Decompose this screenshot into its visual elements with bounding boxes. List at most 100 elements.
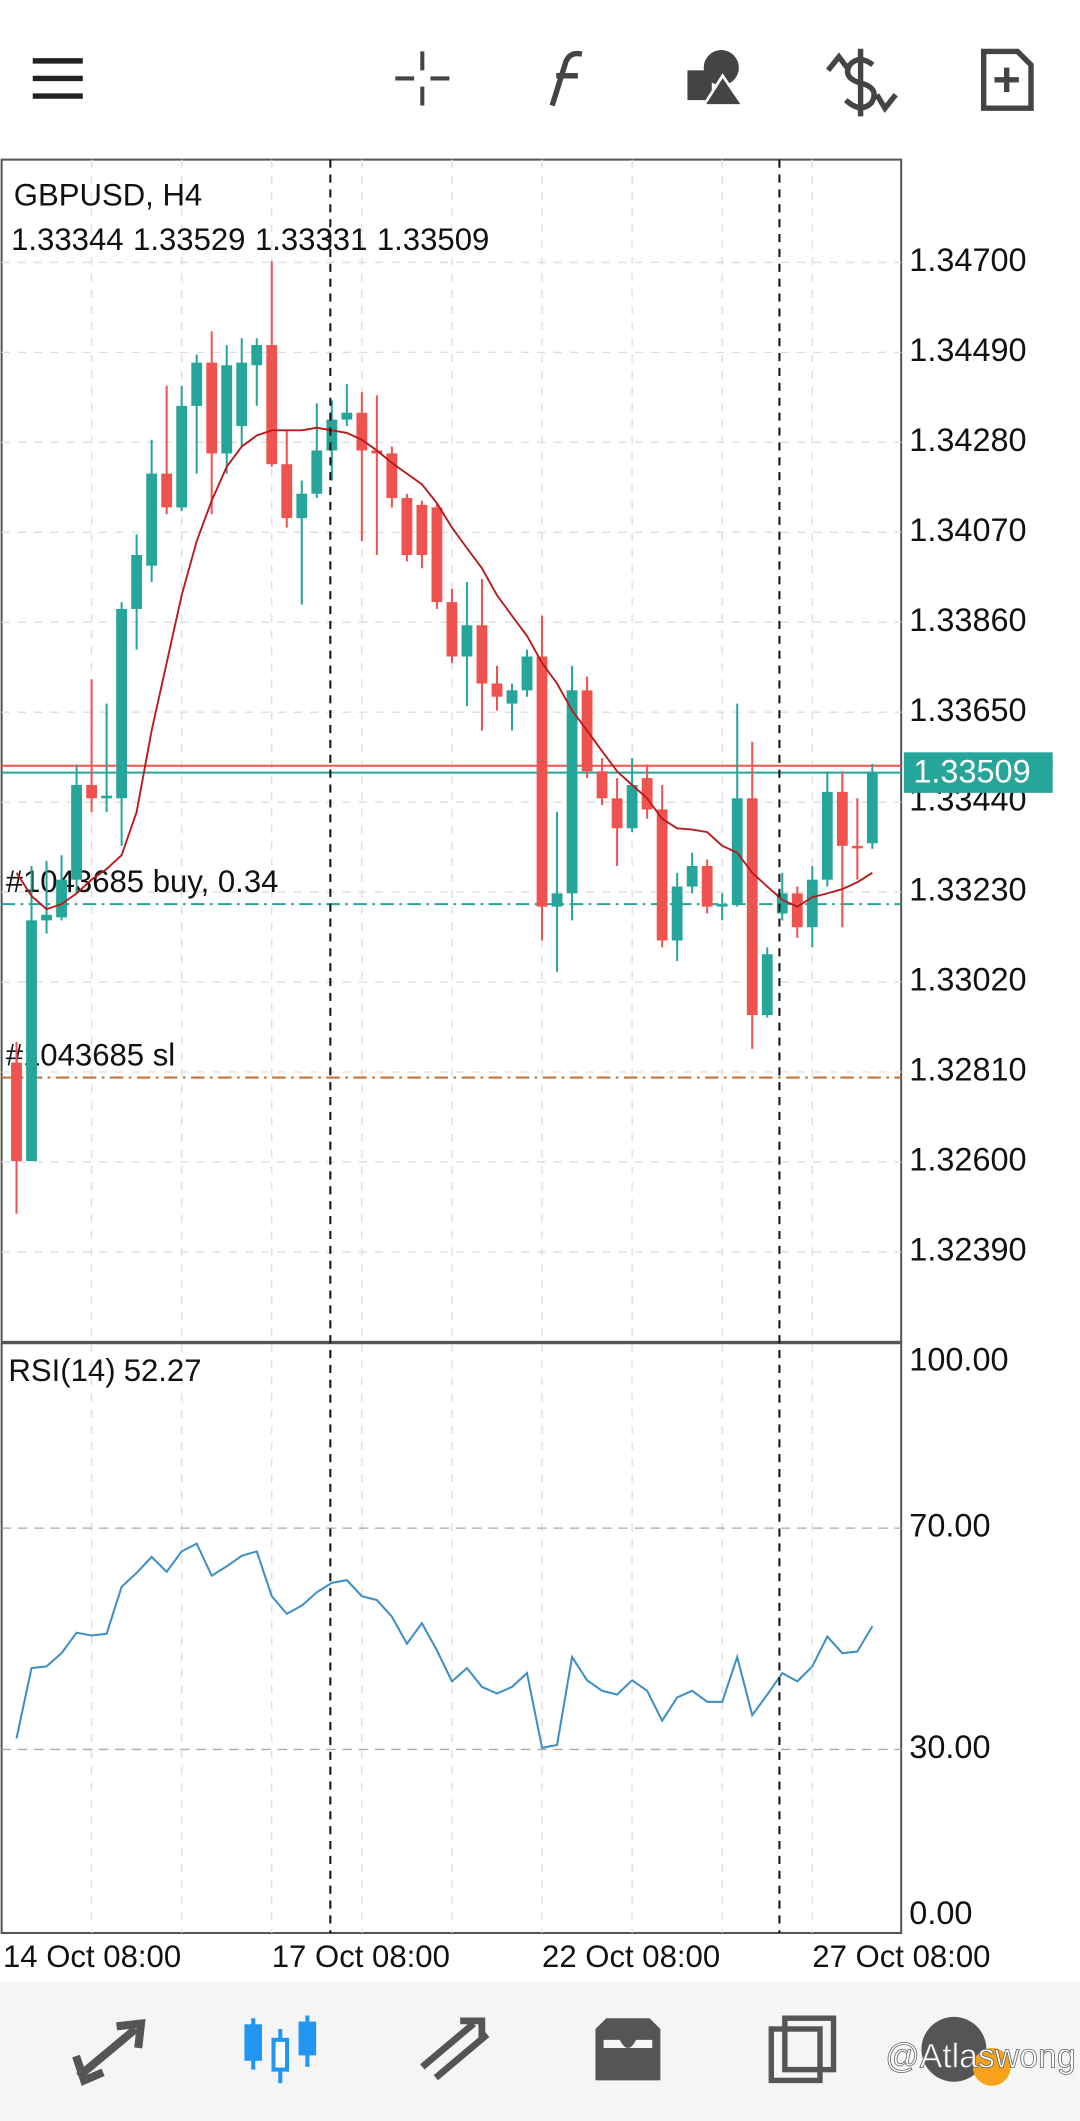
y-tick-label: 1.32600 <box>909 1142 1026 1178</box>
candle-body <box>641 778 653 810</box>
y-tick-label: 1.32390 <box>909 1231 1026 1267</box>
chat-tab[interactable] <box>921 2016 1011 2086</box>
crosshair-button[interactable] <box>395 51 450 106</box>
candle-body <box>686 865 698 887</box>
y-tick-label: 1.33860 <box>909 602 1026 638</box>
candle-body <box>356 412 368 451</box>
chart-layer: 1.34700 1.34490 1.34280 1.34070 1.33860 1.336… <box>1 159 1053 1974</box>
candle-body <box>311 450 323 494</box>
candle-body <box>761 954 773 1016</box>
objects-button[interactable] <box>687 50 746 107</box>
y-tick-label: 70.00 <box>909 1508 990 1544</box>
rsi-line <box>15 1542 874 1749</box>
candle-body <box>611 798 623 829</box>
y-tick-label: 1.33020 <box>909 962 1026 998</box>
trade-tab[interactable] <box>420 2017 490 2081</box>
candle-body <box>161 473 173 508</box>
symbol-label: GBPUSD, H4 <box>14 178 202 213</box>
candle-body <box>746 798 758 1016</box>
candle-body <box>476 625 488 684</box>
chart-tab[interactable] <box>244 2015 317 2084</box>
candle-body <box>731 798 743 905</box>
candle-body <box>836 791 848 846</box>
candle-body <box>26 920 37 1162</box>
low-value: 1.33331 <box>255 222 367 257</box>
price-tag <box>903 752 1053 793</box>
y-tick-label: 1.34070 <box>909 512 1026 548</box>
candle-body <box>821 791 833 880</box>
candle-body <box>236 362 248 427</box>
candle-body <box>431 507 443 603</box>
moving-average <box>15 426 873 911</box>
bottom-nav <box>0 1981 1080 2121</box>
candle-body <box>716 904 728 907</box>
candle-body <box>41 914 52 921</box>
candle-body <box>116 608 128 799</box>
y-tick-label: 1.33230 <box>909 872 1026 908</box>
y-tick-label: 1.34490 <box>909 332 1026 368</box>
candle-body <box>251 345 263 366</box>
candle-body <box>416 504 428 555</box>
quotes-tab[interactable] <box>72 2019 146 2086</box>
candle-body <box>56 879 67 918</box>
candle-body <box>596 771 608 799</box>
candle-body <box>701 865 713 907</box>
candle-body <box>371 450 383 454</box>
candle-body <box>11 1062 22 1162</box>
ohlc-label: 1.33344 1.33529 1.33331 1.33509 <box>11 222 489 257</box>
candle-body <box>446 602 458 657</box>
new-order-button[interactable] <box>980 48 1034 111</box>
high-value: 1.33529 <box>133 222 245 257</box>
journal-tab[interactable] <box>768 2015 837 2084</box>
x-tick-label: 17 Oct 08:00 <box>272 1939 450 1974</box>
candle-body <box>206 362 218 454</box>
candle-body <box>266 345 278 465</box>
x-tick-label: 22 Oct 08:00 <box>542 1939 720 1974</box>
candle-body <box>851 845 863 849</box>
candle-body <box>626 785 638 829</box>
candle-body <box>506 690 518 704</box>
y-tick-label: 1.34280 <box>909 422 1026 458</box>
candle-body <box>341 412 353 420</box>
y-tick-label: 30.00 <box>909 1729 990 1765</box>
menu-button[interactable] <box>32 58 83 99</box>
candle-body <box>461 625 473 657</box>
candle-body <box>176 405 188 508</box>
candle-body <box>326 419 338 451</box>
candle-body <box>551 893 563 907</box>
candle-body <box>521 656 533 691</box>
indicators-button[interactable] <box>549 50 583 107</box>
y-tick-label: 0.00 <box>909 1895 972 1931</box>
candle-body <box>101 795 113 799</box>
candle-body <box>71 785 82 880</box>
candle-body <box>806 879 818 928</box>
order-label: #1043685 buy, 0.34 <box>6 864 279 899</box>
candle-body <box>671 886 683 941</box>
x-tick-label: 27 Oct 08:00 <box>812 1939 990 1974</box>
candle-body <box>191 362 203 406</box>
close-value: 1.33509 <box>377 222 489 257</box>
rsi-label: RSI(14) 52.27 <box>8 1353 201 1388</box>
candle-body <box>386 453 398 499</box>
candle-body <box>536 656 548 907</box>
candle-body <box>656 809 668 941</box>
candle-body <box>776 893 788 914</box>
candle-body <box>866 772 878 844</box>
watermark: @Atlaswong <box>885 2038 1075 2076</box>
rsi-value: 52.27 <box>124 1353 202 1388</box>
x-tick-label: 14 Oct 08:00 <box>3 1939 181 1974</box>
history-tab[interactable] <box>595 2018 661 2081</box>
price-tag-label: 1.33509 <box>913 754 1030 790</box>
candle-body <box>221 365 233 454</box>
candle-body <box>566 690 578 894</box>
candle-body <box>86 785 97 799</box>
candle-body <box>281 464 293 519</box>
trade-button[interactable] <box>826 48 898 117</box>
rsi-title: RSI(14) <box>8 1353 115 1388</box>
y-tick-label: 1.32810 <box>909 1052 1026 1088</box>
candle-body <box>131 554 143 609</box>
candle-body <box>401 498 413 555</box>
y-tick-label: 1.33650 <box>909 692 1026 728</box>
